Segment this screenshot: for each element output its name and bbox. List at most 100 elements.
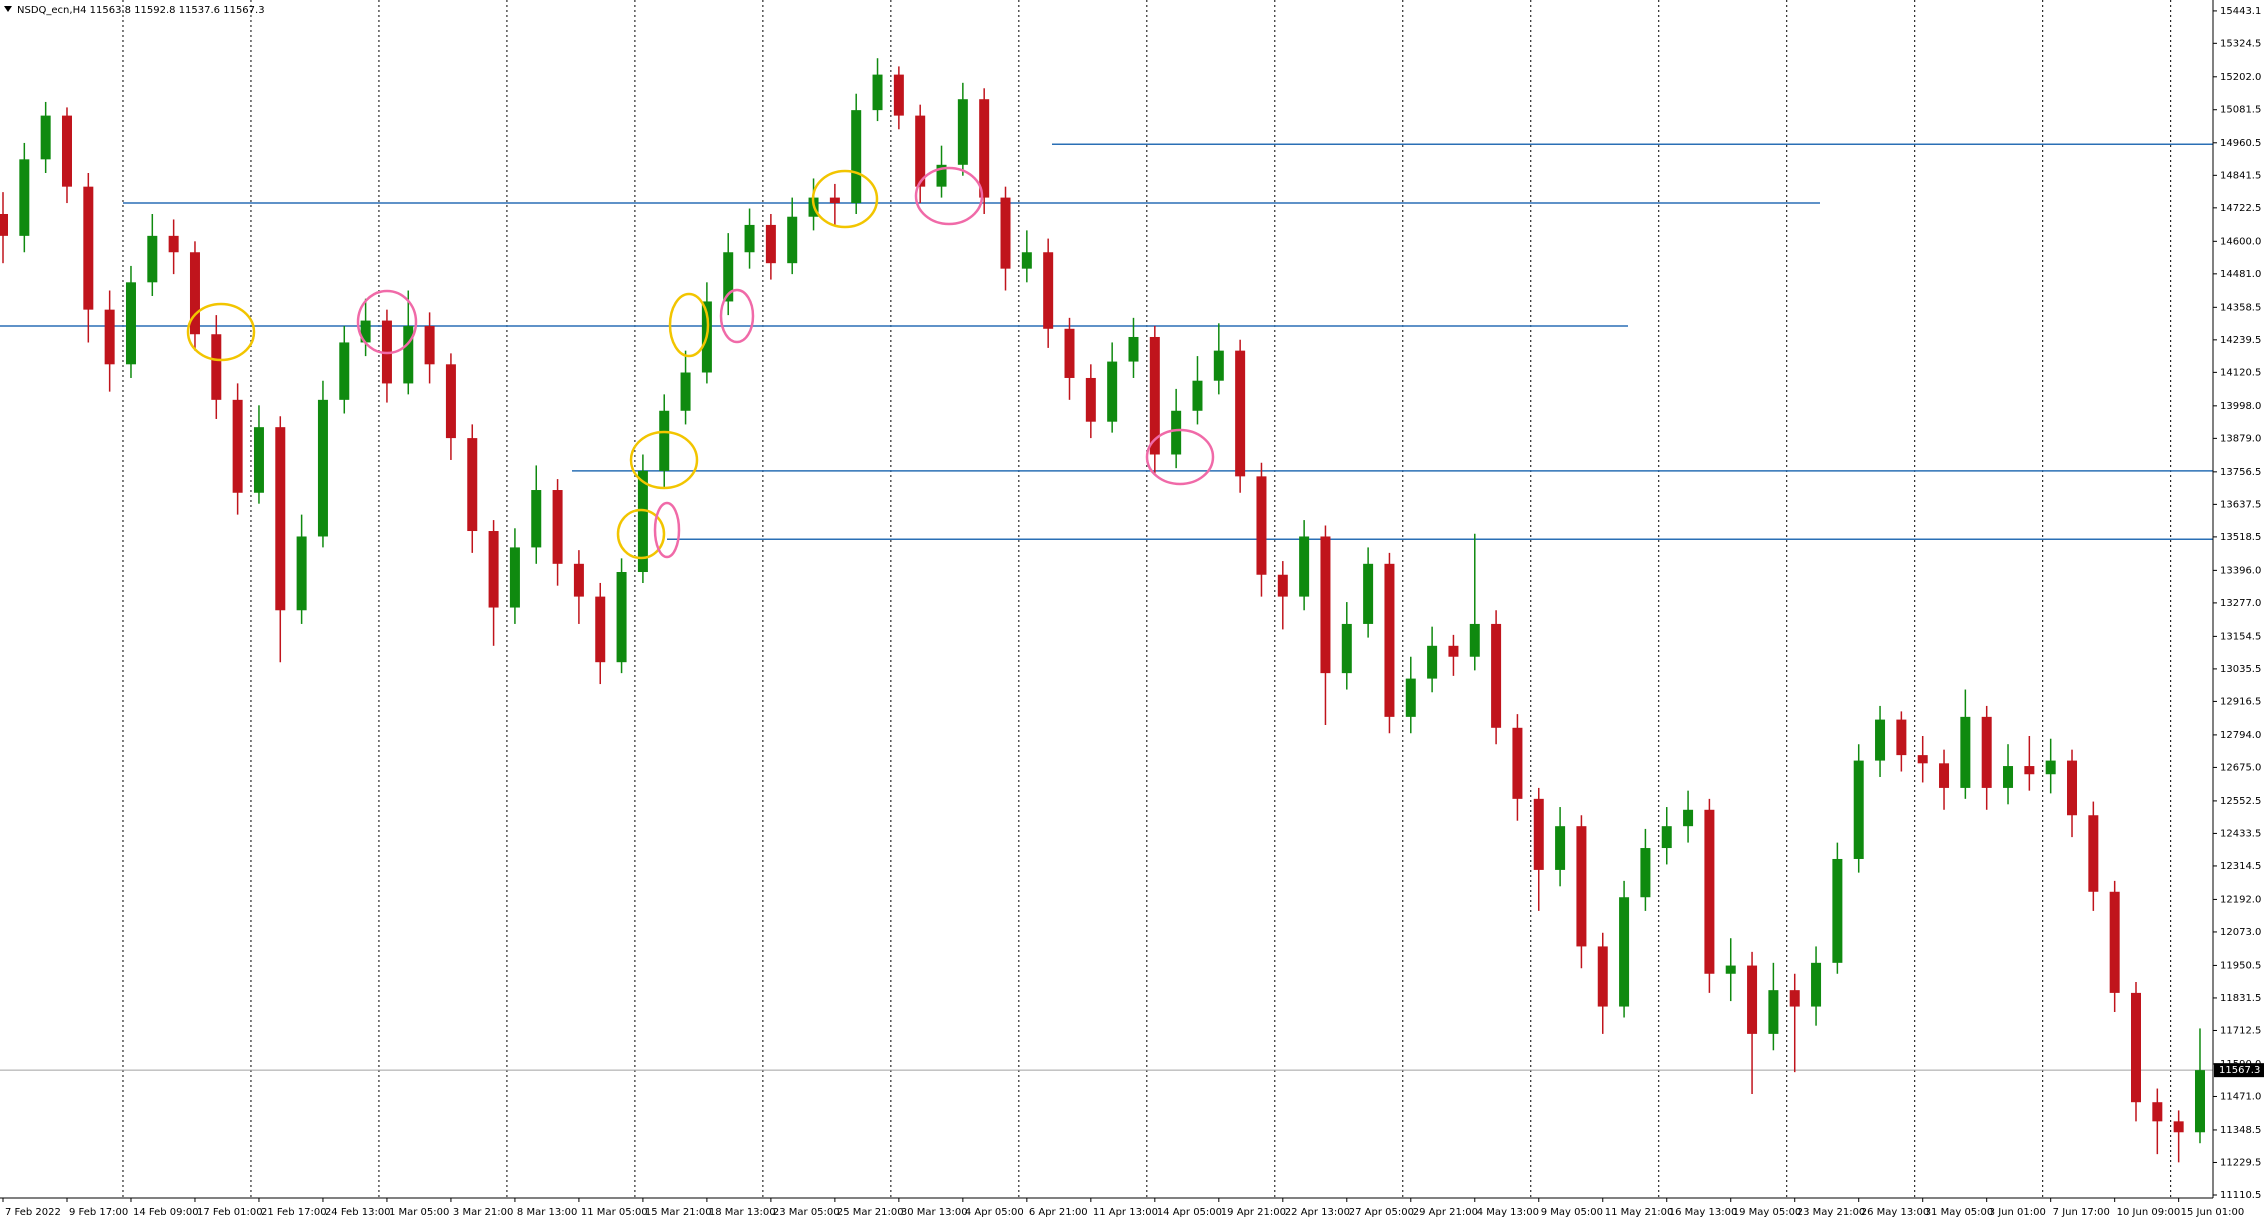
x-tick-label: 9 Feb 17:00 bbox=[69, 1207, 128, 1218]
menu-icon[interactable] bbox=[4, 6, 12, 12]
candle-body bbox=[979, 99, 990, 198]
candle-body bbox=[1299, 536, 1310, 597]
candle-body bbox=[2003, 766, 2014, 788]
candle-body bbox=[616, 572, 627, 663]
x-tick-label: 14 Feb 09:00 bbox=[133, 1207, 199, 1218]
x-tick-label: 25 Mar 21:00 bbox=[837, 1207, 904, 1218]
y-tick-label: 13998.0 bbox=[2220, 401, 2261, 412]
y-tick-label: 13518.5 bbox=[2220, 532, 2261, 543]
candle-body bbox=[1043, 252, 1054, 329]
x-tick-label: 18 Mar 13:00 bbox=[709, 1207, 776, 1218]
candle-body bbox=[0, 213, 8, 236]
candle-body bbox=[1149, 336, 1160, 455]
highlight-ellipse bbox=[186, 302, 256, 362]
x-tick-label: 29 Apr 21:00 bbox=[1413, 1207, 1478, 1218]
x-tick-label: 26 May 13:00 bbox=[1861, 1207, 1930, 1218]
candle-body bbox=[125, 282, 136, 365]
candle-body bbox=[2152, 1102, 2163, 1122]
candle-body bbox=[1661, 826, 1672, 849]
candle-body bbox=[147, 235, 158, 283]
highlight-ellipse bbox=[629, 430, 699, 490]
y-tick-label: 12073.0 bbox=[2220, 927, 2261, 938]
candle-body bbox=[1256, 476, 1267, 575]
y-tick-label: 11712.5 bbox=[2220, 1025, 2261, 1036]
x-tick-label: 7 Feb 2022 bbox=[5, 1207, 61, 1218]
candle-body bbox=[2109, 891, 2120, 993]
chart-header: NSDQ_ecn,H4 11563.8 11592.8 11537.6 1156… bbox=[17, 5, 265, 16]
candle-body bbox=[1619, 897, 1630, 1007]
x-tick-label: 31 May 05:00 bbox=[1925, 1207, 1994, 1218]
candle-body bbox=[232, 399, 243, 493]
price-label: 11567.3 bbox=[2219, 1065, 2260, 1076]
candle-body bbox=[765, 224, 776, 264]
candle-body bbox=[552, 490, 563, 564]
candle-body bbox=[573, 563, 584, 597]
candle-body bbox=[1192, 380, 1203, 411]
candle-body bbox=[189, 252, 200, 335]
candle-body bbox=[488, 531, 499, 608]
price-box bbox=[2214, 1063, 2264, 1078]
candle-body bbox=[1277, 574, 1288, 597]
y-tick-label: 14481.0 bbox=[2220, 269, 2261, 280]
candle-body bbox=[467, 438, 478, 532]
candle-body bbox=[403, 326, 414, 384]
candle-body bbox=[1832, 858, 1843, 963]
x-tick-label: 19 Apr 21:00 bbox=[1221, 1207, 1286, 1218]
shapes bbox=[186, 166, 1215, 560]
x-tick-label: 3 Jun 01:00 bbox=[1989, 1207, 2046, 1218]
candle-body bbox=[2131, 992, 2141, 1103]
y-tick-label: 15202.0 bbox=[2220, 72, 2261, 83]
candle-body bbox=[424, 326, 435, 365]
candle-body bbox=[637, 470, 648, 573]
candle-body bbox=[1171, 410, 1182, 455]
candle-body bbox=[339, 342, 350, 400]
candle-body bbox=[211, 334, 222, 400]
candle-body bbox=[445, 364, 456, 439]
candle-body bbox=[1704, 809, 1715, 974]
candle-body bbox=[595, 596, 606, 663]
x-tick-label: 19 May 05:00 bbox=[1733, 1207, 1802, 1218]
candle-body bbox=[1213, 350, 1224, 381]
candle-body bbox=[531, 490, 542, 548]
x-tick-label: 24 Feb 13:00 bbox=[325, 1207, 391, 1218]
candle-body bbox=[1896, 719, 1907, 756]
candle-body bbox=[2045, 760, 2056, 775]
candle-body bbox=[1853, 760, 1864, 859]
candle-body bbox=[1405, 678, 1416, 717]
x-tick-label: 14 Apr 05:00 bbox=[1157, 1207, 1222, 1218]
highlight-ellipse bbox=[719, 288, 755, 344]
y-tick-label: 13879.0 bbox=[2220, 433, 2261, 444]
candle-body bbox=[680, 372, 691, 411]
candle-body bbox=[1064, 328, 1075, 378]
x-tick-label: 11 Mar 05:00 bbox=[581, 1207, 648, 1218]
y-tick-label: 12675.0 bbox=[2220, 762, 2261, 773]
candle-body bbox=[723, 252, 734, 302]
candle-body bbox=[1875, 719, 1886, 761]
candle-body bbox=[829, 197, 840, 204]
y-tick-label: 12552.5 bbox=[2220, 796, 2261, 807]
candle-body bbox=[1107, 361, 1118, 422]
candle-body bbox=[317, 399, 328, 537]
x-tick-label: 10 Jun 09:00 bbox=[2117, 1207, 2181, 1218]
candle-body bbox=[1981, 716, 1992, 788]
levels bbox=[0, 143, 2213, 1071]
candle-body bbox=[1128, 336, 1139, 362]
candle-body bbox=[2067, 760, 2078, 816]
y-tick-label: 13035.5 bbox=[2220, 664, 2261, 675]
candle-body bbox=[1533, 798, 1544, 870]
highlight-ellipse bbox=[811, 169, 879, 229]
candle-body bbox=[787, 216, 798, 264]
x-tick-label: 21 Feb 17:00 bbox=[261, 1207, 327, 1218]
y-tick-label: 14722.5 bbox=[2220, 203, 2261, 214]
x-tick-label: 1 Mar 05:00 bbox=[389, 1207, 449, 1218]
candle-body bbox=[1341, 623, 1352, 674]
candle-body bbox=[2194, 1070, 2205, 1133]
candle-body bbox=[851, 110, 862, 204]
candle-body bbox=[1384, 563, 1395, 717]
candle-body bbox=[2173, 1121, 2184, 1133]
candle-body bbox=[1789, 990, 1800, 1007]
x-tick-label: 9 May 05:00 bbox=[1541, 1207, 1603, 1218]
candle-body bbox=[296, 536, 307, 611]
candle-body bbox=[1768, 990, 1779, 1034]
